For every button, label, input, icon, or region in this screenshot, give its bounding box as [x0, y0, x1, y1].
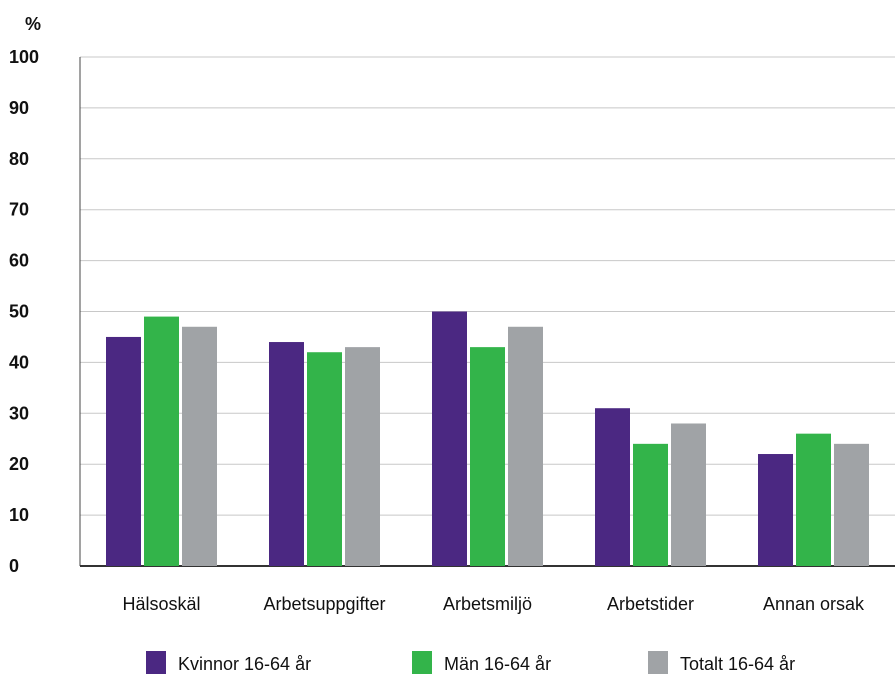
bar [834, 443, 869, 566]
bar [307, 352, 342, 566]
y-tick-label: 10 [9, 505, 29, 525]
y-tick-label: 90 [9, 98, 29, 118]
y-tick-label: 60 [9, 251, 29, 271]
bar [106, 336, 141, 566]
bar [508, 326, 543, 566]
legend: Kvinnor 16-64 år Män 16-64 år Totalt 16-64… [146, 651, 795, 674]
legend-label: Män 16-64 år [444, 654, 551, 674]
x-tick-label: Arbetsuppgifter [263, 594, 385, 614]
legend-swatch [412, 651, 432, 674]
bar [470, 347, 505, 566]
y-unit-label: % [25, 14, 41, 34]
bar [432, 311, 467, 566]
x-tick-label: Arbetsmiljö [443, 594, 532, 614]
bar [269, 342, 304, 566]
bar [671, 423, 706, 566]
y-tick-label: 100 [9, 47, 39, 67]
y-tick-label: 50 [9, 302, 29, 322]
x-tick-label: Hälsoskäl [122, 594, 200, 614]
legend-label: Totalt 16-64 år [680, 654, 795, 674]
y-tick-label: 20 [9, 454, 29, 474]
y-axis-ticks: 0 10 20 30 40 50 60 70 80 90 100 [9, 47, 39, 576]
legend-swatch [648, 651, 668, 674]
bar [595, 408, 630, 566]
y-tick-label: 80 [9, 149, 29, 169]
y-tick-label: 70 [9, 200, 29, 220]
bar [758, 454, 793, 566]
legend-swatch [146, 651, 166, 674]
x-tick-label: Annan orsak [763, 594, 865, 614]
bar [633, 443, 668, 566]
bars [106, 311, 869, 566]
bar [796, 433, 831, 566]
legend-label: Kvinnor 16-64 år [178, 654, 311, 674]
x-tick-label: Arbetstider [607, 594, 694, 614]
bar [182, 326, 217, 566]
bar [345, 347, 380, 566]
y-tick-label: 30 [9, 403, 29, 423]
bar [144, 316, 179, 566]
y-tick-label: 40 [9, 352, 29, 372]
y-tick-label: 0 [9, 556, 19, 576]
x-axis-ticks: Hälsoskäl Arbetsuppgifter Arbetsmiljö Arbet… [122, 594, 865, 614]
